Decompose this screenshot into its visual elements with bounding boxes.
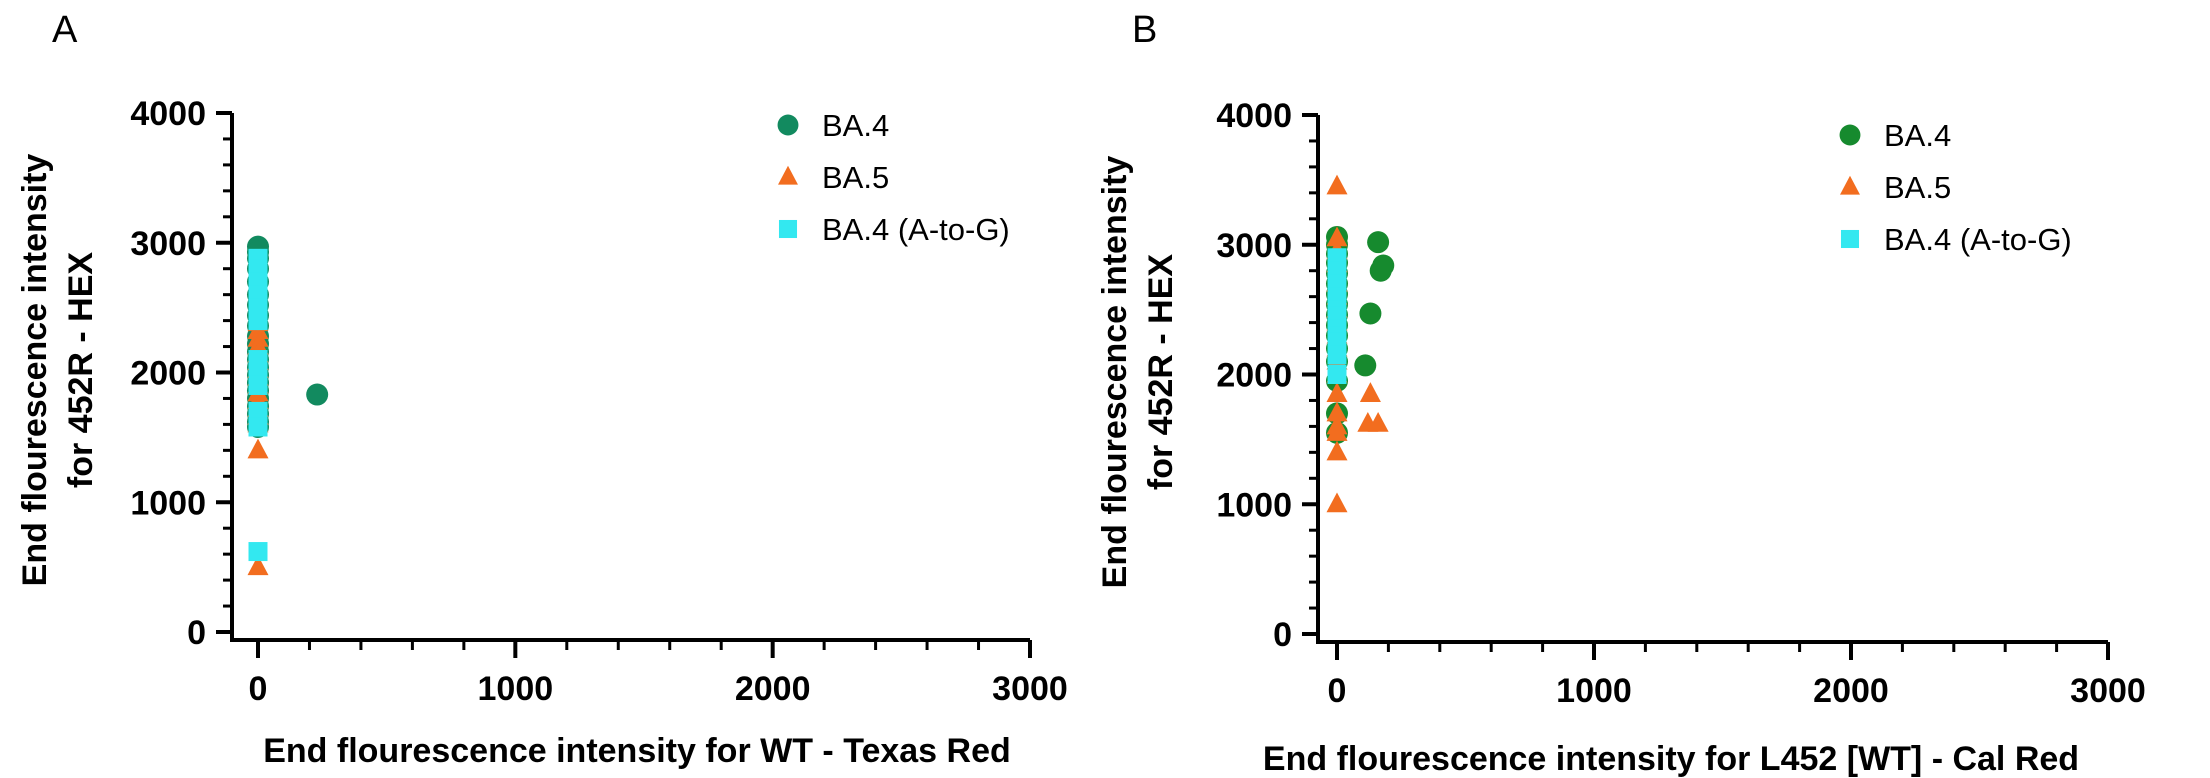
data-points-a xyxy=(247,235,329,576)
legend-b: BA.4 BA.5 BA.4 (A-to-G) xyxy=(1839,118,2072,257)
legend-marker-circle xyxy=(777,114,799,136)
data-point-square xyxy=(1327,365,1347,384)
legend-label: BA.4 (A-to-G) xyxy=(1884,222,2072,257)
x-tick-label: 3000 xyxy=(992,670,1068,708)
data-point-square xyxy=(1327,345,1347,365)
legend-label: BA.4 xyxy=(822,108,889,143)
data-point-triangle xyxy=(1326,174,1348,195)
legend-label: BA.5 xyxy=(822,160,889,195)
data-point-triangle xyxy=(1326,421,1348,441)
y-axis-label-line1-a: End flourescence intensity xyxy=(16,154,54,587)
y-tick-label: 4000 xyxy=(130,95,206,133)
legend-marker-circle xyxy=(1839,124,1861,146)
x-tick-label: 0 xyxy=(249,670,268,708)
y-axis-label-line2-a: for 452R - HEX xyxy=(62,252,100,488)
y-tick-label: 3000 xyxy=(130,225,206,263)
data-point-triangle xyxy=(1326,401,1348,422)
legend-label: BA.4 xyxy=(1884,118,1951,153)
x-axis-label-a: End flourescence intensity for WT - Texa… xyxy=(263,732,1011,770)
axes-a: 0 1000 2000 3000 4000 0 1000 2000 3000 xyxy=(130,95,1067,708)
data-point-circle xyxy=(1367,231,1390,254)
data-point-triangle xyxy=(247,438,269,459)
panel-letter-a: A xyxy=(52,9,78,51)
x-axis-label-b: End flourescence intensity for L452 [WT]… xyxy=(1263,740,2079,778)
x-tick-label: 1000 xyxy=(478,670,554,708)
data-point-circle xyxy=(306,383,329,406)
legend-marker-triangle xyxy=(1840,175,1860,195)
y-tick-label: 2000 xyxy=(1216,357,1292,395)
y-tick-label: 3000 xyxy=(1216,227,1292,265)
y-tick-label: 4000 xyxy=(1216,97,1292,135)
data-point-triangle xyxy=(1326,226,1348,247)
data-point-square xyxy=(248,311,268,331)
x-tick-label: 3000 xyxy=(2070,672,2146,710)
data-point-triangle xyxy=(247,555,269,576)
y-tick-label: 2000 xyxy=(130,355,206,393)
legend-marker-triangle xyxy=(778,165,798,185)
y-tick-label: 0 xyxy=(187,614,206,652)
y-tick-label: 1000 xyxy=(1216,486,1292,524)
x-tick-label: 1000 xyxy=(1556,672,1632,710)
data-point-circle xyxy=(1354,354,1377,377)
axes-b: 0 1000 2000 3000 4000 0 1000 2000 3000 xyxy=(1216,97,2145,710)
chart-panel-a: A 0 1000 2000 3000 4000 0 1000 2000 3000 End flo… xyxy=(16,9,1068,770)
legend-label: BA.4 (A-to-G) xyxy=(822,212,1010,247)
x-tick-label: 2000 xyxy=(735,670,811,708)
data-point-triangle xyxy=(1359,382,1381,402)
data-point-triangle xyxy=(1326,492,1348,513)
data-point-triangle xyxy=(1367,412,1389,432)
data-point-circle xyxy=(1372,254,1395,277)
data-point-square xyxy=(248,542,268,562)
data-points-b xyxy=(1326,174,1395,513)
y-axis-label-line2-b: for 452R - HEX xyxy=(1142,254,1180,490)
x-tick-label: 2000 xyxy=(1813,672,1889,710)
data-point-square xyxy=(248,417,268,437)
data-point-circle xyxy=(1359,302,1382,325)
legend-a: BA.4 BA.5 BA.4 (A-to-G) xyxy=(777,108,1010,247)
legend-marker-square xyxy=(778,219,798,239)
y-axis-label-line1-b: End flourescence intensity xyxy=(1096,156,1134,589)
y-tick-label: 0 xyxy=(1273,616,1292,654)
data-point-square xyxy=(248,401,268,421)
x-tick-label: 0 xyxy=(1328,672,1347,710)
chart-panel-b: B 0 1000 2000 3000 4000 0 1000 2000 3000 End flo… xyxy=(1096,9,2146,778)
y-tick-label: 1000 xyxy=(130,484,206,522)
data-point-triangle xyxy=(1326,382,1348,402)
data-point-square xyxy=(248,375,268,395)
panel-letter-b: B xyxy=(1132,9,1157,51)
legend-label: BA.5 xyxy=(1884,170,1951,205)
data-point-triangle xyxy=(1326,440,1348,461)
legend-marker-square xyxy=(1840,229,1860,249)
